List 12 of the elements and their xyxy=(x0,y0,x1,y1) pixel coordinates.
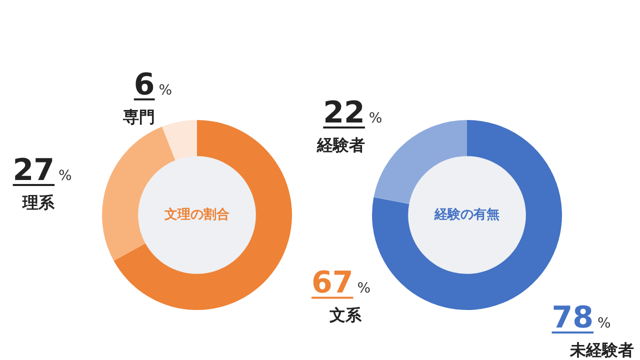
data-label: 67% xyxy=(311,266,371,301)
legend-label: 未経験者 xyxy=(568,340,634,360)
slice-label: 経験者 xyxy=(316,136,365,155)
text: 経験の有無 xyxy=(434,207,500,222)
slice-label: 理系 xyxy=(22,192,56,212)
data-label: 78% xyxy=(552,300,611,336)
text: 文理の割合 xyxy=(164,206,230,222)
data-label: 22% xyxy=(323,96,382,131)
slice-label: 専門 xyxy=(122,107,155,126)
data-label: 6% xyxy=(134,67,172,102)
data-label: 27% xyxy=(12,152,72,188)
legend-label: 文系 xyxy=(328,306,362,325)
